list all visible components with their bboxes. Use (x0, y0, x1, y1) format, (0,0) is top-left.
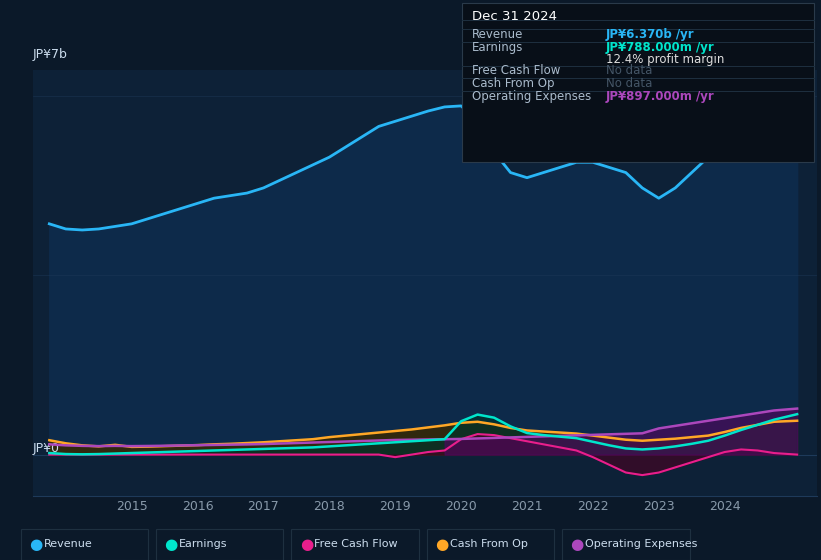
Text: Revenue: Revenue (472, 28, 524, 41)
Text: Dec 31 2024: Dec 31 2024 (472, 10, 557, 22)
Text: No data: No data (606, 64, 652, 77)
Text: No data: No data (606, 77, 652, 90)
Text: ●: ● (300, 537, 313, 552)
Text: JP¥7b: JP¥7b (33, 49, 67, 62)
Text: ●: ● (571, 537, 584, 552)
Text: ●: ● (164, 537, 177, 552)
Text: JP¥788.000m /yr: JP¥788.000m /yr (606, 41, 714, 54)
Text: JP¥897.000m /yr: JP¥897.000m /yr (606, 90, 714, 102)
Text: Earnings: Earnings (179, 539, 227, 549)
Text: Revenue: Revenue (44, 539, 92, 549)
Text: 12.4% profit margin: 12.4% profit margin (606, 53, 724, 66)
Text: JP¥6.370b /yr: JP¥6.370b /yr (606, 28, 695, 41)
Text: Earnings: Earnings (472, 41, 524, 54)
Text: ●: ● (435, 537, 448, 552)
Text: Cash From Op: Cash From Op (472, 77, 554, 90)
Text: Cash From Op: Cash From Op (450, 539, 528, 549)
Text: Free Cash Flow: Free Cash Flow (314, 539, 398, 549)
Text: ●: ● (29, 537, 42, 552)
Text: Operating Expenses: Operating Expenses (472, 90, 591, 102)
Text: Free Cash Flow: Free Cash Flow (472, 64, 561, 77)
Text: JP¥0: JP¥0 (33, 442, 60, 455)
Text: Operating Expenses: Operating Expenses (585, 539, 698, 549)
